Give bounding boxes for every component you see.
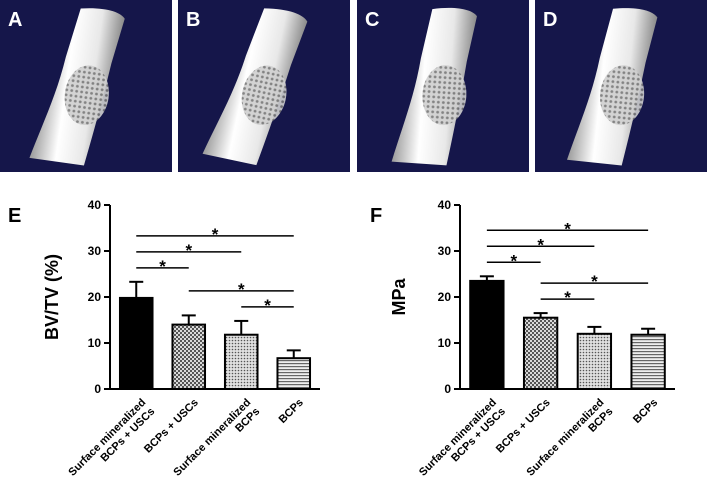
y-tick-label: 10	[88, 336, 102, 350]
panel-label: E	[8, 205, 21, 227]
y-axis-label: BV/TV (%)	[42, 254, 62, 340]
x-tick-label: Surface mineralizedBCPs + USCs	[66, 397, 157, 488]
bar	[630, 333, 666, 390]
y-tick-label: 0	[444, 382, 451, 396]
panel-label: C	[365, 9, 379, 31]
panel-label: A	[8, 9, 22, 31]
significance-label: *	[185, 241, 192, 260]
y-tick-label: 10	[438, 336, 452, 350]
y-tick-label: 0	[94, 382, 101, 396]
bar	[171, 323, 207, 391]
x-label-group: BCPs + USCs	[494, 397, 553, 456]
x-label-group: BCPs	[631, 397, 660, 426]
y-tick-label: 40	[438, 198, 452, 212]
y-tick-label: 30	[438, 244, 452, 258]
x-tick-label: BCPs + USCs	[494, 397, 553, 456]
x-tick-label: BCPs + USCs	[142, 397, 201, 456]
bar	[276, 357, 312, 390]
significance-label: *	[212, 225, 219, 244]
x-tick-label: BCPs	[631, 397, 660, 426]
bar	[522, 316, 559, 391]
image-panel: D	[535, 0, 707, 172]
y-tick-label: 20	[88, 290, 102, 304]
bar	[469, 279, 505, 390]
x-tick-label: Surface mineralizedBCPs + USCs	[417, 397, 508, 488]
panel-label: F	[370, 205, 382, 227]
image-panel: C	[357, 0, 529, 172]
x-label-group: Surface mineralizedBCPs + USCs	[66, 397, 157, 488]
panel-label: B	[186, 9, 200, 31]
bar	[576, 332, 613, 390]
significance-label: *	[264, 296, 271, 315]
image-panel: A	[0, 0, 172, 172]
significance-label: *	[510, 251, 517, 270]
y-tick-label: 40	[88, 198, 102, 212]
image-panel: B	[178, 0, 350, 172]
x-label-group: BCPs	[277, 397, 306, 426]
panel-label: D	[543, 9, 557, 31]
x-label-group: Surface mineralizedBCPs + USCs	[417, 397, 508, 488]
significance-label: *	[591, 272, 598, 291]
x-tick-label: BCPs	[277, 397, 306, 426]
bar	[223, 333, 259, 390]
y-tick-label: 30	[88, 244, 102, 258]
significance-label: *	[537, 235, 544, 254]
bar	[118, 296, 154, 391]
significance-label: *	[564, 219, 571, 238]
x-label-group: BCPs + USCs	[142, 397, 201, 456]
significance-label: *	[564, 288, 571, 307]
significance-label: *	[238, 280, 245, 299]
significance-label: *	[159, 257, 166, 276]
y-axis-label: MPa	[389, 278, 409, 316]
y-tick-label: 20	[438, 290, 452, 304]
